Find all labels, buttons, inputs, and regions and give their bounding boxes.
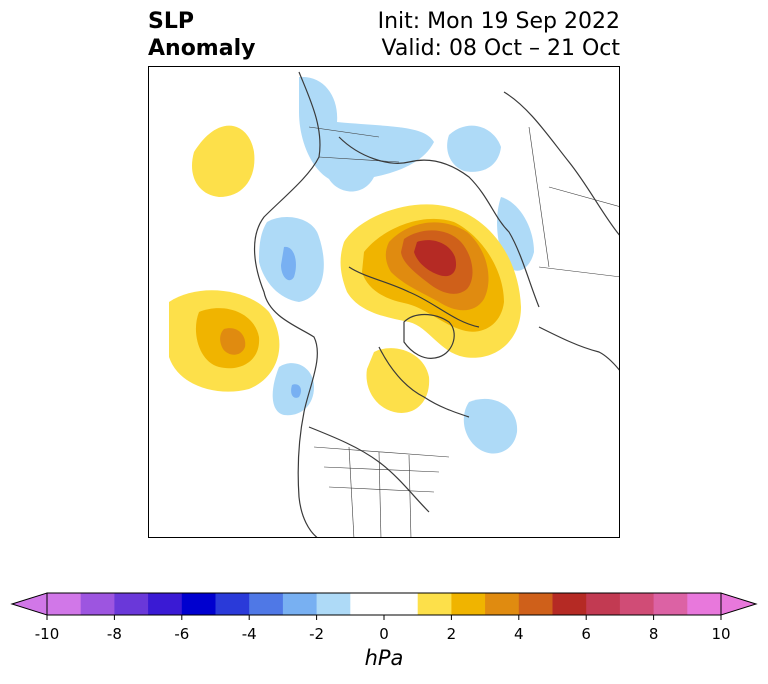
- colorbar-box: [181, 593, 216, 615]
- colorbar-box: [114, 593, 149, 615]
- colorbar-units: hPa: [364, 646, 404, 670]
- political-borders: [308, 126, 619, 537]
- colorbar-box: [282, 593, 318, 615]
- colorbar-tick-label: 0: [379, 625, 389, 643]
- colorbar-box: [552, 593, 587, 615]
- colorbar-box: [417, 593, 452, 615]
- negative-anomaly-north-america: [272, 363, 314, 416]
- colorbar-tick-label: 8: [648, 625, 659, 643]
- colorbar-tick-label: 10: [711, 625, 731, 643]
- forecast-dates: Init: Mon 19 Sep 2022 Valid: 08 Oct – 21…: [378, 8, 620, 62]
- colorbar: [10, 592, 758, 620]
- colorbar-box: [249, 593, 284, 615]
- colorbar-box: [47, 593, 82, 615]
- colorbar-extend-max: [720, 592, 758, 616]
- colorbar-box: [653, 593, 688, 615]
- positive-anomaly-arctic: [340, 204, 521, 358]
- colorbar-box: [148, 593, 183, 615]
- colorbar-boxes: [47, 593, 722, 615]
- valid-range: Valid: 08 Oct – 21 Oct: [381, 36, 620, 61]
- colorbar-box: [518, 593, 553, 615]
- map-title: SLP Anomaly: [148, 8, 255, 62]
- colorbar-ticks: [46, 615, 722, 620]
- negative-anomaly-east-siberia: [497, 197, 534, 271]
- positive-anomaly-west: [191, 125, 255, 197]
- colorbar-tick-label: -6: [174, 625, 190, 643]
- colorbar-tick-label: -2: [309, 625, 325, 643]
- negative-anomaly-scandinavia: [447, 125, 501, 172]
- colorbar-tick-label: 4: [514, 625, 524, 643]
- coastlines: [254, 71, 619, 537]
- map-panel: [148, 66, 620, 538]
- positive-anomaly-hudson-bay: [366, 348, 430, 413]
- title-line-1: SLP: [148, 9, 194, 34]
- colorbar-box: [80, 593, 115, 615]
- colorbar-tick-label: -4: [241, 625, 257, 643]
- negative-anomaly-greenland-west: [259, 217, 324, 302]
- colorbar-tick-label: -8: [106, 625, 122, 643]
- colorbar-tick-label: 6: [581, 625, 591, 643]
- init-date: Init: Mon 19 Sep 2022: [377, 9, 620, 34]
- title-line-2: Anomaly: [148, 36, 256, 61]
- colorbar-box: [485, 593, 520, 615]
- colorbar-tick-label: -10: [34, 625, 60, 643]
- colorbar-box: [316, 593, 351, 615]
- colorbar-box: [687, 593, 722, 615]
- anomaly-map: [169, 71, 619, 537]
- colorbar-box: [215, 593, 250, 615]
- colorbar-extend-min: [10, 592, 48, 616]
- colorbar-tick-label: 2: [446, 625, 457, 643]
- colorbar-box: [384, 593, 419, 615]
- colorbar-box: [619, 593, 655, 615]
- colorbar-box: [451, 593, 486, 615]
- colorbar-box: [586, 593, 621, 615]
- negative-anomaly-atlantic: [463, 398, 518, 454]
- positive-anomaly-pacific: [169, 290, 280, 392]
- colorbar-box: [350, 593, 385, 615]
